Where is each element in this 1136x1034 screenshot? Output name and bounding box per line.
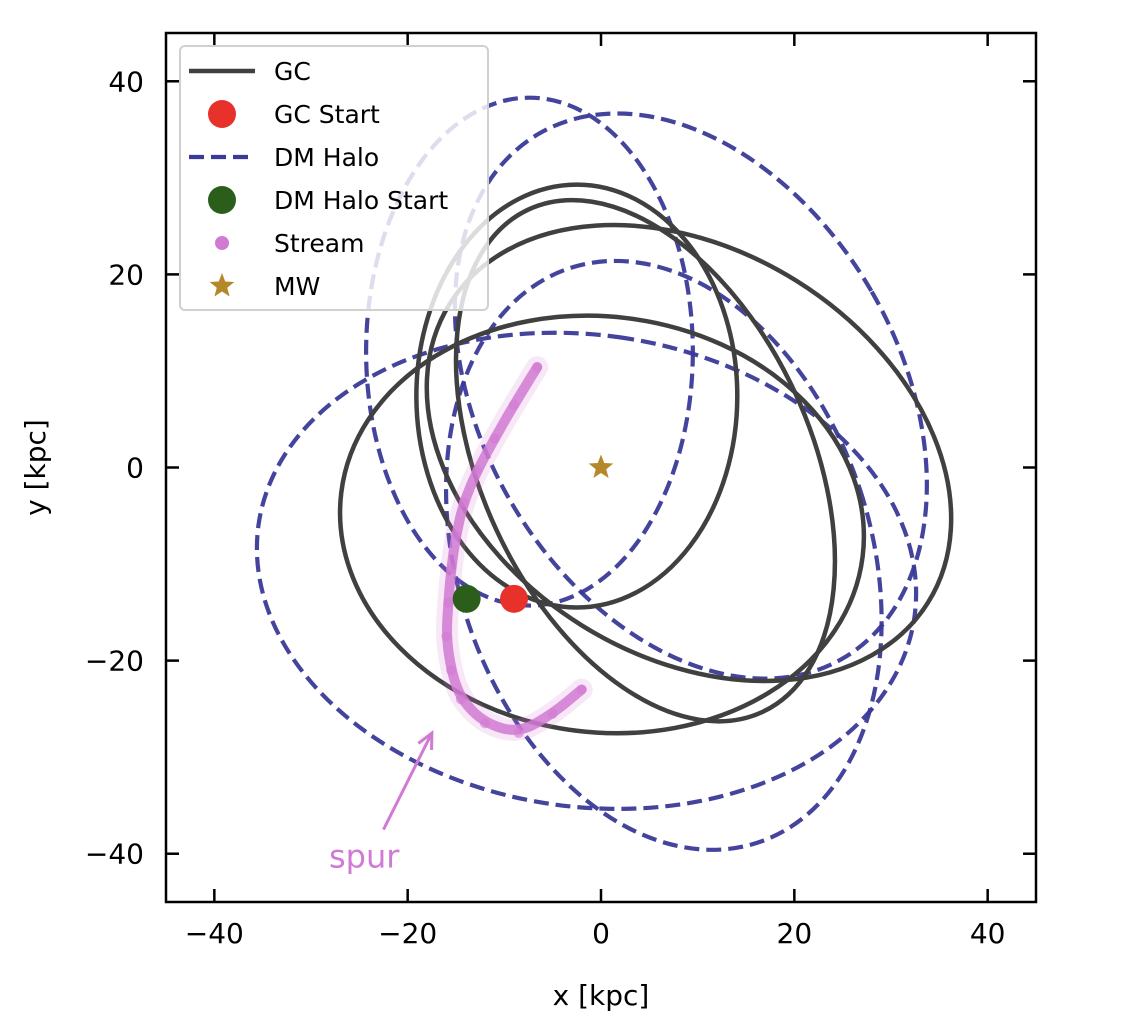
legend-label-gc: GC <box>274 57 311 86</box>
legend: GC GC Start DM Halo DM Halo Start Stream MW <box>179 45 489 311</box>
stream-point-1 <box>532 362 543 373</box>
legend-label-stream: Stream <box>274 229 364 258</box>
stream-point-7 <box>446 563 457 574</box>
spur-arrow-shaft <box>382 732 434 831</box>
stream-point-8 <box>443 597 454 608</box>
annotation-layer: spur <box>329 729 434 876</box>
spur-arrow-head <box>417 729 434 751</box>
series-layer <box>254 95 954 852</box>
legend-label-gc-start: GC Start <box>274 100 380 129</box>
legend-swatch-gc-start <box>208 100 236 128</box>
y-tick-label: 20 <box>108 258 144 291</box>
gc-orbit-4 <box>337 313 867 736</box>
stream-point-9 <box>441 631 452 642</box>
stream-point-6 <box>451 530 461 541</box>
stream-point-5 <box>458 497 469 508</box>
y-tick-label: 40 <box>108 65 144 98</box>
x-tick-label: −20 <box>378 917 437 950</box>
tick-layer: −40 −20 0 20 40 −40 −20 0 20 40 <box>85 33 1036 950</box>
stream-point-14 <box>547 708 558 719</box>
stream-point-2 <box>509 399 519 410</box>
x-tick-label: 20 <box>777 917 813 950</box>
x-tick-label: 0 <box>592 917 610 950</box>
stream-point-3 <box>489 433 500 444</box>
legend-label-mw: MW <box>274 272 320 301</box>
x-tick-label: −40 <box>185 917 244 950</box>
legend-swatch-stream <box>215 236 229 250</box>
x-tick-label: 40 <box>970 917 1006 950</box>
gc-start-marker <box>500 584 528 613</box>
legend-label-dm-halo-start: DM Halo Start <box>274 186 448 215</box>
spur-label: spur <box>329 838 400 876</box>
legend-label-dm-halo: DM Halo <box>274 143 379 172</box>
legend-swatch-mw <box>209 273 235 297</box>
y-axis-label: y [kpc] <box>19 419 52 516</box>
dm-halo-orbit-4 <box>443 258 884 852</box>
x-axis-label: x [kpc] <box>553 979 650 1012</box>
stream-point-15 <box>576 684 587 695</box>
stream-point-11 <box>455 694 466 705</box>
mw-marker <box>588 454 614 479</box>
y-tick-label: 0 <box>126 452 144 485</box>
dm-halo-orbit-3 <box>254 330 919 811</box>
gc-orbit-1 <box>414 182 740 610</box>
y-tick-label: −40 <box>85 838 144 871</box>
stream-point-10 <box>446 665 457 676</box>
stream-point-12 <box>480 718 490 729</box>
stream-point-4 <box>472 465 483 476</box>
legend-swatch-dm-halo-start <box>208 186 236 214</box>
y-tick-label: −20 <box>85 645 144 678</box>
marker-layer <box>452 454 614 613</box>
dm-halo-start-marker <box>452 584 481 613</box>
stream-point-13 <box>513 728 524 739</box>
legend-box <box>179 45 489 311</box>
